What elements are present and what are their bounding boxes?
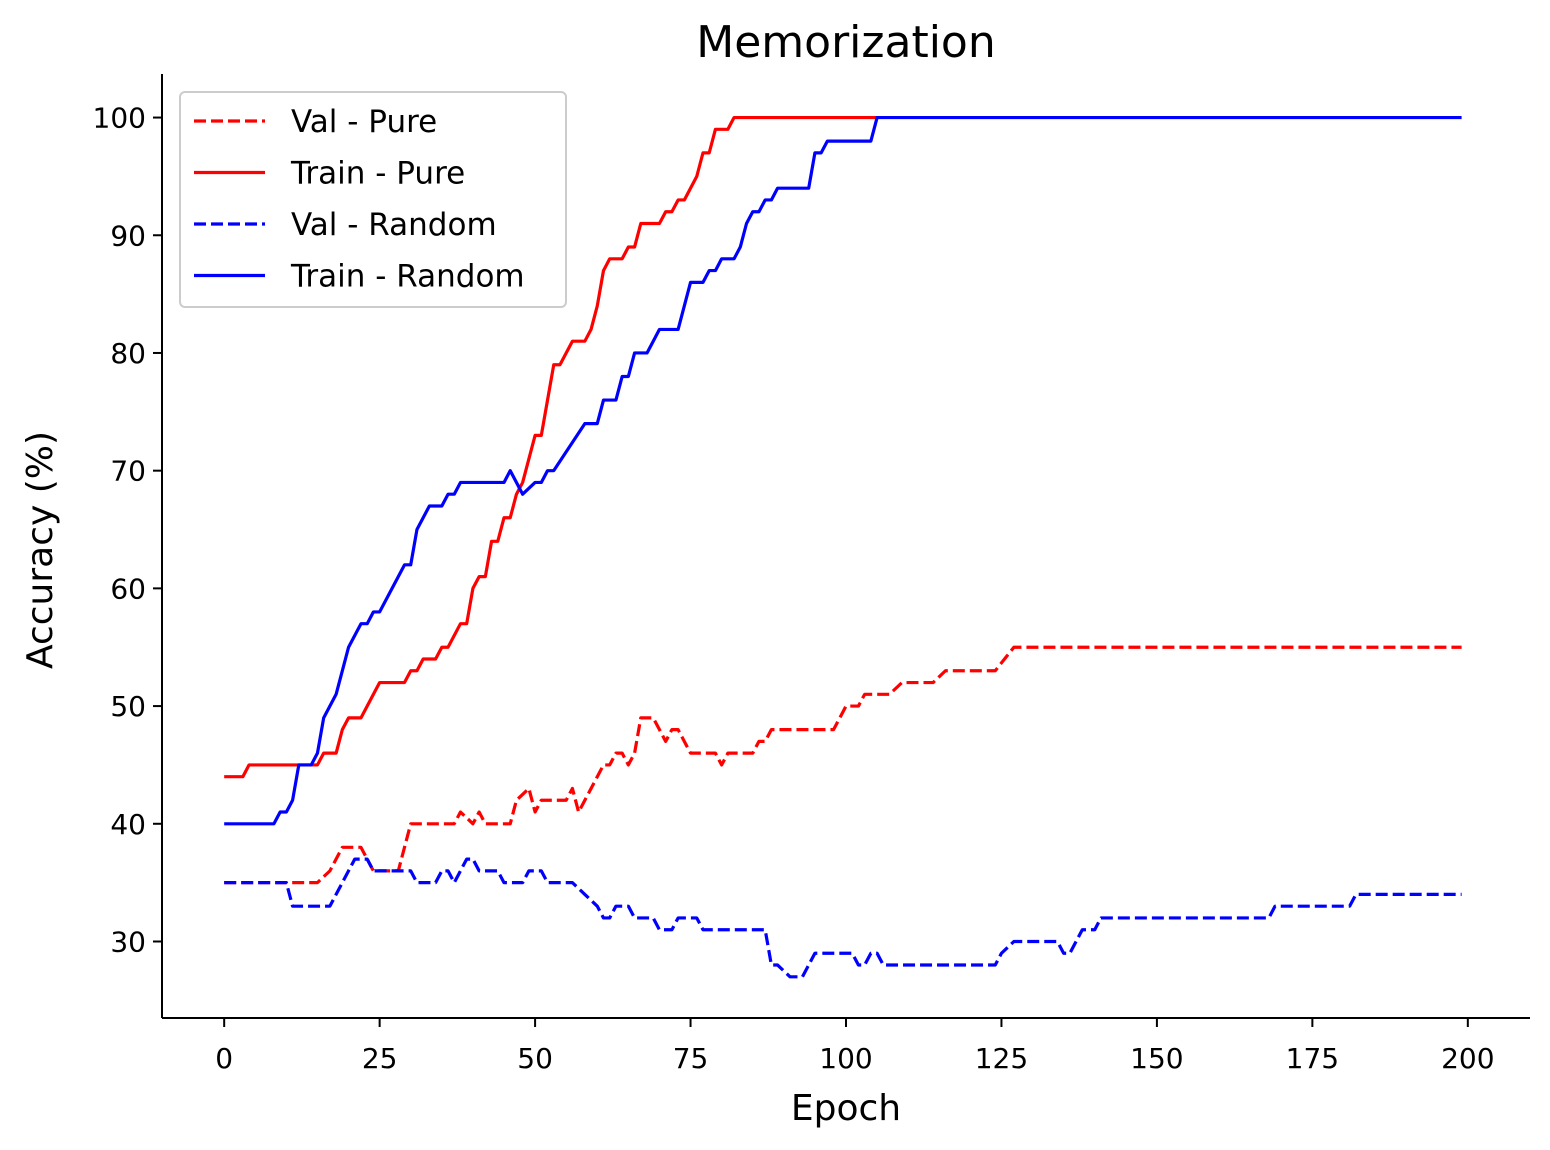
y-tick-label: 100 xyxy=(93,102,146,135)
x-tick-label: 75 xyxy=(673,1042,709,1075)
legend: Val - Pure Train - Pure Val - Random Train … xyxy=(179,91,567,308)
y-tick-label: 70 xyxy=(110,455,146,488)
series-line-val-pure xyxy=(224,645,1462,885)
x-tick-label: 150 xyxy=(1130,1042,1183,1075)
x-tick-label: 25 xyxy=(362,1042,398,1075)
y-tick-label: 50 xyxy=(110,690,146,723)
y-tick-label: 90 xyxy=(110,219,146,252)
series-line-train-pure xyxy=(224,115,878,779)
x-tick-label: 0 xyxy=(215,1042,233,1075)
x-axis-label: Epoch xyxy=(791,1088,901,1129)
x-tick-label: 100 xyxy=(819,1042,872,1075)
series-layer xyxy=(224,115,1462,979)
y-axis-label: Accuracy (%) xyxy=(20,431,61,669)
chart-title: Memorization xyxy=(696,17,995,68)
series-line-train-random xyxy=(224,115,1462,826)
legend-label: Train - Random xyxy=(290,259,525,295)
x-tick-label: 200 xyxy=(1441,1042,1494,1075)
x-tick-label: 125 xyxy=(975,1042,1028,1075)
y-tick-label: 60 xyxy=(110,572,146,605)
y-tick-label: 30 xyxy=(110,925,146,958)
x-tick-label: 50 xyxy=(517,1042,553,1075)
axes-layer: 0 25 50 75 100 125 150 175 200 30 40 50 60 70 80 90 100 xyxy=(93,74,1530,1075)
series-line-val-random xyxy=(224,857,1462,979)
x-tick-label: 175 xyxy=(1286,1042,1339,1075)
y-tick-label: 80 xyxy=(110,337,146,370)
legend-label: Train - Pure xyxy=(290,156,465,192)
legend-label: Val - Pure xyxy=(291,104,437,140)
legend-label: Val - Random xyxy=(291,207,497,243)
legend-box xyxy=(179,91,567,308)
y-tick-label: 40 xyxy=(110,808,146,841)
